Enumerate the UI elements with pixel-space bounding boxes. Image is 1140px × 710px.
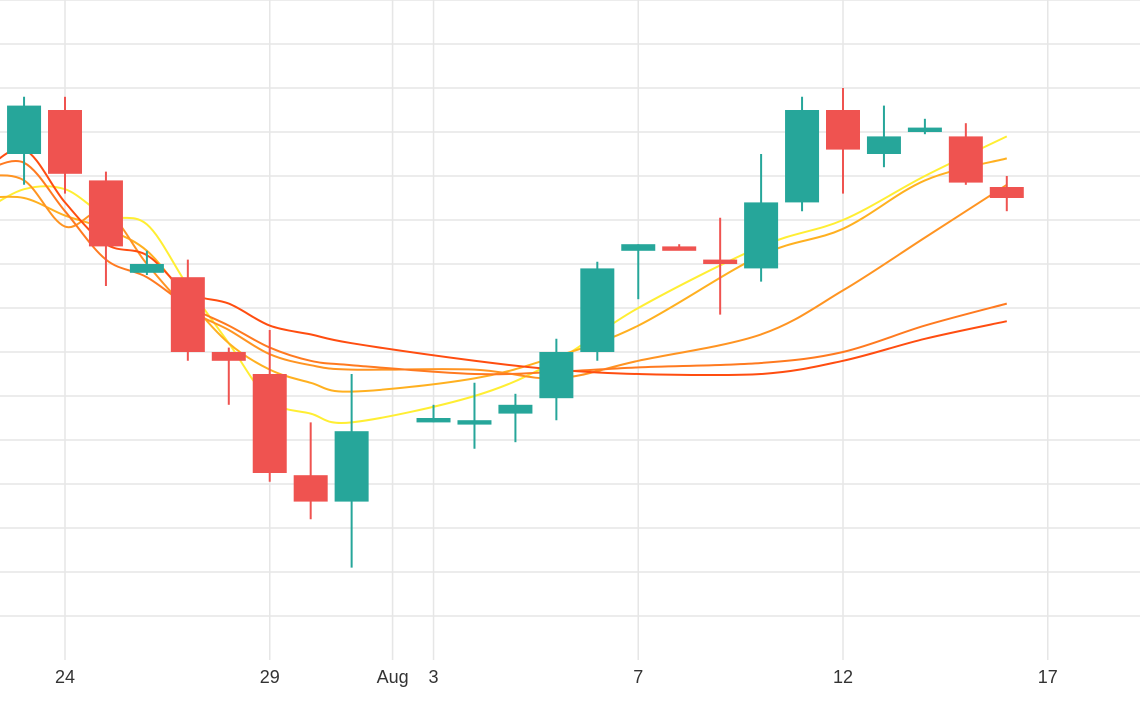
ma-line-2 [0, 157, 1008, 393]
x-tick-label: 17 [1038, 667, 1058, 687]
candle-up [785, 96, 820, 212]
x-tick-label: 12 [833, 667, 853, 687]
candles [7, 88, 1024, 568]
candle-down [211, 347, 246, 405]
ma-line-5 [0, 147, 1008, 377]
candle-body [334, 431, 369, 502]
candle-down [170, 259, 205, 361]
x-tick-label: 24 [55, 667, 75, 687]
candle-up [539, 338, 574, 421]
candle-down [48, 96, 82, 194]
candle-up [416, 404, 451, 423]
candle-body [866, 136, 901, 154]
candle-body [580, 268, 615, 352]
candle-up [866, 105, 901, 168]
candle-up [621, 244, 656, 300]
candle-body [989, 187, 1024, 198]
candle-up [580, 261, 615, 361]
x-tick-label: 7 [633, 667, 643, 687]
candle-body [785, 110, 820, 203]
candle-up [907, 118, 942, 135]
candle-up [457, 382, 492, 449]
candle-body [826, 110, 860, 150]
candle-body [170, 277, 205, 352]
moving-average-lines [0, 135, 1008, 425]
candle-body [621, 244, 656, 251]
candle-up [129, 250, 164, 275]
candle-down [662, 244, 697, 251]
candle-body [744, 202, 779, 269]
candle-up [744, 154, 779, 282]
candle-body [457, 420, 492, 425]
candle-down [826, 88, 860, 194]
candle-body [907, 127, 942, 132]
candle-body [252, 374, 287, 473]
candle-down [948, 123, 983, 185]
x-tick-label: Aug [377, 667, 409, 687]
candle-body [703, 259, 738, 264]
candle-up [7, 96, 42, 185]
candle-down [293, 422, 328, 520]
x-tick-label: 29 [260, 667, 280, 687]
candle-up [498, 393, 533, 443]
candle-down [703, 217, 738, 315]
candle-body [88, 180, 123, 247]
candle-down [88, 171, 123, 286]
x-axis-ticks: 24 29 Aug 3 7 12 17 [55, 667, 1058, 687]
candle-body [129, 264, 164, 273]
x-tick-label: 3 [429, 667, 439, 687]
candle-body [293, 475, 328, 502]
candle-up [334, 374, 369, 568]
candle-body [498, 404, 533, 414]
candle-body [416, 418, 451, 423]
candle-body [48, 110, 82, 174]
candle-body [662, 246, 697, 251]
candle-down [252, 330, 287, 482]
candle-down [989, 176, 1024, 212]
candle-body [211, 352, 246, 361]
candle-body [948, 136, 983, 183]
candle-body [539, 352, 574, 399]
candle-body [7, 105, 42, 154]
